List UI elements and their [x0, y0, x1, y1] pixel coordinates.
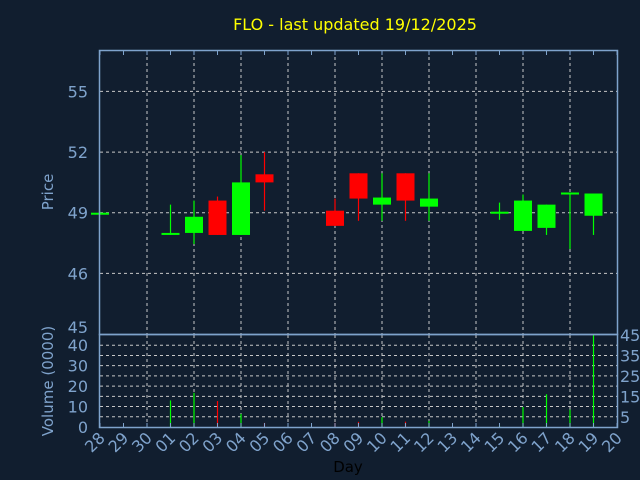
volume-tick-label: 15 [620, 387, 640, 406]
volume-tick-label: 25 [620, 367, 640, 386]
volume-axis-label: Volume (0000) [39, 326, 57, 436]
candle-body-08 [326, 210, 344, 226]
price-tick-label: 49 [68, 204, 88, 223]
chart-title: FLO - last updated 19/12/2025 [233, 15, 477, 34]
candle-body-03 [208, 200, 227, 235]
price-bottom-label: 45 [68, 318, 88, 337]
candle-body-19 [584, 193, 603, 216]
volume-tick-label: 10 [68, 398, 88, 417]
candle-body-01 [161, 232, 180, 235]
x-tick-label: 20 [598, 428, 626, 456]
volume-tick-label: 5 [620, 408, 630, 427]
grid-layer [100, 51, 617, 427]
price-tick-label: 52 [68, 143, 88, 162]
volume-tick-label: 30 [68, 357, 88, 376]
candle-body-18 [561, 192, 579, 195]
candle-body-17 [537, 204, 556, 228]
x-axis-label: Day [333, 458, 363, 476]
price-axis-label: Price [39, 174, 57, 211]
candle-body-04 [232, 182, 250, 235]
candle-body-12 [420, 198, 438, 207]
price-tick-label: 55 [68, 82, 88, 101]
candle-body-15 [490, 211, 509, 214]
volume-tick-label: 35 [620, 346, 640, 365]
price-tick-label: 46 [68, 264, 88, 283]
candle-body-16 [514, 200, 532, 231]
candle-body-10 [373, 197, 391, 205]
volume-tick-label: 0 [78, 418, 88, 437]
volume-tick-label: 40 [68, 336, 88, 355]
volume-tick-label: 45 [620, 326, 640, 345]
ticks-layer: 2829300102030405060708091011121314151617… [68, 51, 640, 456]
volume-panel-frame [98, 333, 619, 429]
candle-body-09 [349, 173, 368, 199]
candle-body-02 [185, 216, 203, 233]
volume-tick-label: 20 [68, 377, 88, 396]
candle-body-11 [396, 173, 415, 201]
candle-body-05 [255, 174, 274, 183]
